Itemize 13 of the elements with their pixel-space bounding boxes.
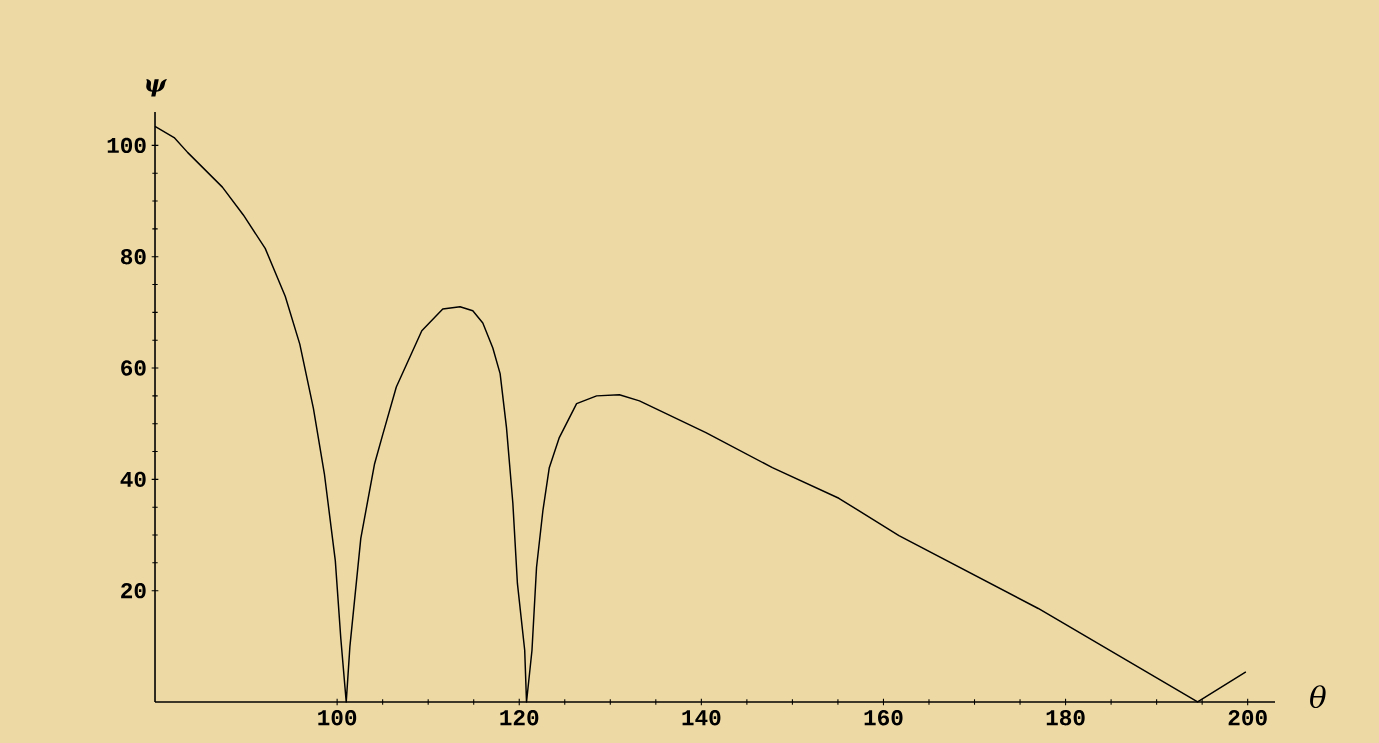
x-tick-label: 140 bbox=[682, 710, 721, 726]
x-axis-title: θ bbox=[1310, 685, 1326, 709]
x-tick-label: 100 bbox=[318, 710, 357, 726]
y-tick-label: 40 bbox=[120, 471, 146, 488]
y-tick-label: 20 bbox=[121, 582, 146, 599]
x-tick-label: 180 bbox=[1046, 710, 1085, 726]
x-tick-label: 160 bbox=[864, 710, 903, 726]
y-axis-title: ψ bbox=[146, 79, 167, 97]
x-tick-label: 200 bbox=[1228, 710, 1267, 726]
y-tick-label: 100 bbox=[107, 137, 146, 154]
x-tick-label: 120 bbox=[500, 710, 539, 726]
y-tick-label: 80 bbox=[120, 249, 146, 265]
y-tick-label: 60 bbox=[121, 360, 146, 376]
